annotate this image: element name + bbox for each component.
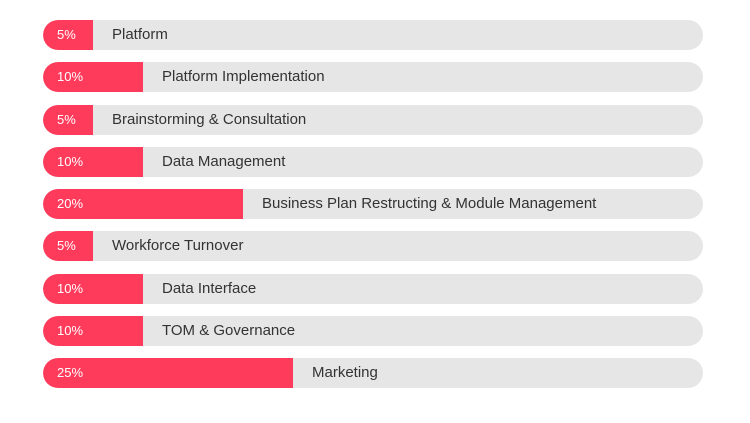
bar-fill (43, 316, 143, 346)
bar-fill (43, 231, 93, 261)
bar-value-label: 5% (57, 238, 76, 253)
bar-track: 5% Platform (43, 20, 703, 50)
bar-value-label: 5% (57, 112, 76, 127)
bar-category-label: Platform (112, 26, 168, 43)
bar-value-label: 10% (57, 69, 84, 84)
bar-fill (43, 62, 143, 92)
bar-track: 5% Workforce Turnover (43, 231, 703, 261)
bar-value-label: 25% (57, 365, 84, 380)
bar-value-label: 10% (57, 281, 84, 296)
bar-fill (43, 105, 93, 135)
bar-fill (43, 274, 143, 304)
bar-category-label: Data Management (162, 153, 286, 170)
bar-category-label: Platform Implementation (162, 68, 325, 85)
bar-track: 10% Platform Implementation (43, 62, 703, 92)
bar-category-label: Business Plan Restructing & Module Manag… (262, 195, 597, 212)
bar-fill (43, 189, 243, 219)
bar-category-label: Workforce Turnover (112, 237, 244, 254)
bar-fill (43, 358, 293, 388)
bar-value-label: 10% (57, 323, 84, 338)
bar-track: 10% Data Management (43, 147, 703, 177)
bar-value-label: 20% (57, 196, 84, 211)
bar-value-label: 5% (57, 27, 76, 42)
bar-track: 5% Brainstorming & Consultation (43, 105, 703, 135)
bar-category-label: TOM & Governance (162, 322, 296, 339)
bar-category-label: Marketing (312, 364, 378, 381)
bar-track: 20% Business Plan Restructing & Module Ma… (43, 189, 703, 219)
bar-value-label: 10% (57, 154, 84, 169)
bar-track: 10% Data Interface (43, 274, 703, 304)
bar-track: 25% Marketing (43, 358, 703, 388)
bar-fill (43, 20, 93, 50)
bar-category-label: Brainstorming & Consultation (112, 111, 307, 128)
bar-category-label: Data Interface (162, 280, 257, 297)
bar-fill (43, 147, 143, 177)
bar-track: 10% TOM & Governance (43, 316, 703, 346)
